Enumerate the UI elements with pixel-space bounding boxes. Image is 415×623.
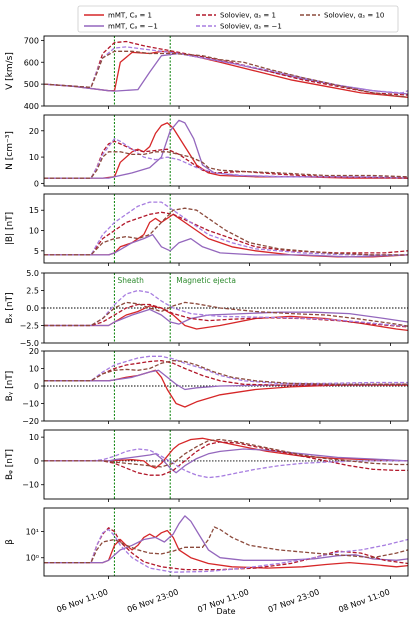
ylabel-3: Bₓ [nT] xyxy=(5,292,15,323)
series-group-6 xyxy=(44,515,408,573)
ytick-label-3-2: 0.0 xyxy=(26,304,39,313)
x-axis: 06 Nov 11:00 06 Nov 23:00 07 Nov 11:00 07 N… xyxy=(56,587,392,616)
ytick-label-1-0: 0 xyxy=(34,179,39,188)
legend: mMT, Cₐ = 1 mMT, Cₐ = −1 Soloviev, αₛ = 1 S… xyxy=(77,5,399,33)
series-line-3-1 xyxy=(44,308,408,327)
ytick-label-4-0: −20 xyxy=(22,417,39,426)
series-line-1-1 xyxy=(44,119,408,179)
series-line-2-1 xyxy=(44,233,408,258)
legend-label-2: Soloviev, αₛ = 1 xyxy=(220,12,276,20)
series-line-4-3 xyxy=(44,355,408,385)
panel-frame-6 xyxy=(43,507,409,577)
ytick-label-3-4: 5.0 xyxy=(26,269,39,278)
panel-frame-5 xyxy=(43,429,409,500)
legend-label-1: mMT, Cₐ = −1 xyxy=(108,23,158,31)
ytick-label-4-1: −10 xyxy=(22,400,39,409)
ytick-label-0-0: 400 xyxy=(24,102,39,111)
series-line-1-2 xyxy=(44,140,408,179)
series-line-5-2 xyxy=(44,441,408,476)
panels: 400 500 600 700 V [km/s] 0 10 20 N [cm⁻³] 5 10 15 |B… xyxy=(5,35,409,579)
ytick-label-2-0: 5 xyxy=(34,247,39,256)
ylabel-2: |B| [nT] xyxy=(5,212,15,245)
panel-6: 10⁰ 10¹ β xyxy=(5,507,409,579)
ytick-label-3-1: −2.5 xyxy=(20,322,39,331)
panel-4: −20 −10 0 10 20 Bᵧ [nT] xyxy=(5,347,409,426)
panel-3: −5.0 −2.5 0.0 2.5 5.0 Bₓ [nT] xyxy=(5,269,409,348)
ylabel-6: β xyxy=(5,539,15,545)
ylabel-0: V [km/s] xyxy=(5,52,15,90)
ytick-label-4-2: 0 xyxy=(34,382,39,391)
ytick-label-2-1: 10 xyxy=(29,227,39,236)
series-line-6-4 xyxy=(44,526,408,564)
series-line-5-4 xyxy=(44,438,408,468)
ytick-label-3-3: 2.5 xyxy=(26,287,39,296)
ytick-label-0-3: 700 xyxy=(24,36,39,45)
series-line-6-0 xyxy=(44,529,408,569)
ytick-label-1-2: 20 xyxy=(29,127,39,136)
ytick-label-3-0: −5.0 xyxy=(20,339,39,348)
series-line-2-2 xyxy=(44,211,408,256)
series-group-0 xyxy=(44,40,408,98)
series-line-0-4 xyxy=(44,50,408,98)
ytick-label-4-4: 20 xyxy=(29,347,39,356)
ytick-label-1-1: 10 xyxy=(29,153,39,162)
series-group-3 xyxy=(44,289,408,332)
ylabel-1: N [cm⁻³] xyxy=(5,131,15,170)
panel-frame-0 xyxy=(43,35,409,107)
series-line-6-2 xyxy=(44,527,408,571)
annotation-magnetic-ejecta: Magnetic ejecta xyxy=(176,276,236,285)
xtick-label-0: 06 Nov 11:00 xyxy=(56,587,110,614)
panel-2: 5 10 15 |B| [nT] xyxy=(5,193,409,266)
xtick-label-4: 08 Nov 11:00 xyxy=(337,587,391,614)
ytick-label-5-0: −10 xyxy=(22,481,39,490)
series-line-0-0 xyxy=(44,50,408,98)
legend-entries: mMT, Cₐ = 1 mMT, Cₐ = −1 Soloviev, αₛ = 1 S… xyxy=(84,12,384,31)
series-line-1-4 xyxy=(44,151,408,179)
panel-5: −10 0 10 Bᵩ [nT] xyxy=(5,429,409,502)
series-line-0-2 xyxy=(44,40,408,96)
series-line-5-1 xyxy=(44,448,408,474)
ytick-label-4-3: 10 xyxy=(29,365,39,374)
ytick-label-2-2: 15 xyxy=(29,206,39,215)
ytick-label-0-1: 500 xyxy=(24,80,39,89)
ytick-label-6-1: 10¹ xyxy=(26,528,39,537)
panel-frame-1 xyxy=(43,114,409,187)
series-line-4-2 xyxy=(44,359,408,386)
xlabel: Date xyxy=(216,607,235,616)
series-line-2-4 xyxy=(44,207,408,256)
ylabel-5: Bᵩ [nT] xyxy=(5,449,15,480)
series-line-1-0 xyxy=(44,122,408,179)
series-line-2-3 xyxy=(44,201,408,256)
ylabel-4: Bᵧ [nT] xyxy=(5,371,15,402)
xtick-label-3: 07 Nov 23:00 xyxy=(267,587,321,614)
series-group-4 xyxy=(44,355,408,408)
series-line-5-3 xyxy=(44,448,408,479)
series-line-2-0 xyxy=(44,213,408,258)
series-group-1 xyxy=(44,119,408,179)
legend-box xyxy=(77,5,399,33)
ytick-label-0-2: 600 xyxy=(24,58,39,67)
series-line-4-0 xyxy=(44,369,408,408)
xtick-label-1: 06 Nov 23:00 xyxy=(126,587,180,614)
series-line-6-3 xyxy=(44,528,408,573)
series-line-3-4 xyxy=(44,301,408,327)
panel-1: 0 10 20 N [cm⁻³] xyxy=(5,114,409,189)
series-line-4-1 xyxy=(44,369,408,391)
series-line-3-3 xyxy=(44,289,408,327)
annotation-sheath: Sheath xyxy=(117,276,144,285)
series-line-1-3 xyxy=(44,138,408,179)
legend-label-4: Soloviev, αₛ = 10 xyxy=(324,12,384,20)
legend-label-0: mMT, Cₐ = 1 xyxy=(108,12,152,20)
series-line-4-4 xyxy=(44,359,408,385)
panel-frame-2 xyxy=(43,193,409,264)
annotations: Sheath Magnetic ejecta xyxy=(117,276,235,285)
ytick-label-5-1: 0 xyxy=(34,457,39,466)
ytick-label-6-0: 10⁰ xyxy=(26,554,39,563)
panel-0: 400 500 600 700 V [km/s] xyxy=(5,35,409,111)
series-group-5 xyxy=(44,437,408,479)
series-group-2 xyxy=(44,201,408,258)
legend-label-3: Soloviev, αₛ = −1 xyxy=(220,23,282,31)
ytick-label-5-2: 10 xyxy=(29,433,39,442)
